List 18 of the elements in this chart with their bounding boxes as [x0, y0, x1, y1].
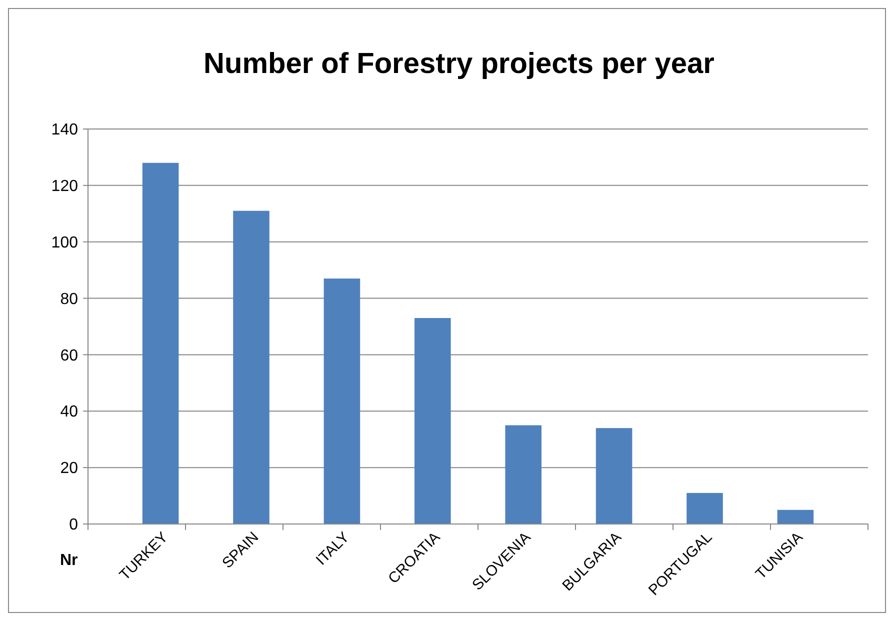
y-tick-label: 40: [60, 404, 78, 421]
bar: [505, 425, 542, 524]
bar: [142, 162, 179, 524]
bar: [777, 510, 814, 524]
y-tick-label: 80: [60, 290, 78, 308]
y-tick-label: 0: [69, 516, 78, 534]
bar: [414, 318, 451, 524]
bar: [686, 492, 723, 524]
y-tick-label: 60: [60, 347, 78, 364]
x-axis-title: Nr: [60, 552, 78, 569]
y-tick-label: 100: [51, 234, 78, 252]
chart-title: Number of Forestry projects per year: [204, 48, 714, 80]
y-tick-label: 20: [60, 460, 78, 478]
bar: [233, 210, 270, 524]
y-tick-label: 140: [51, 122, 78, 139]
bar: [596, 428, 632, 524]
bar: [324, 278, 360, 524]
y-tick-label: 120: [51, 178, 78, 196]
